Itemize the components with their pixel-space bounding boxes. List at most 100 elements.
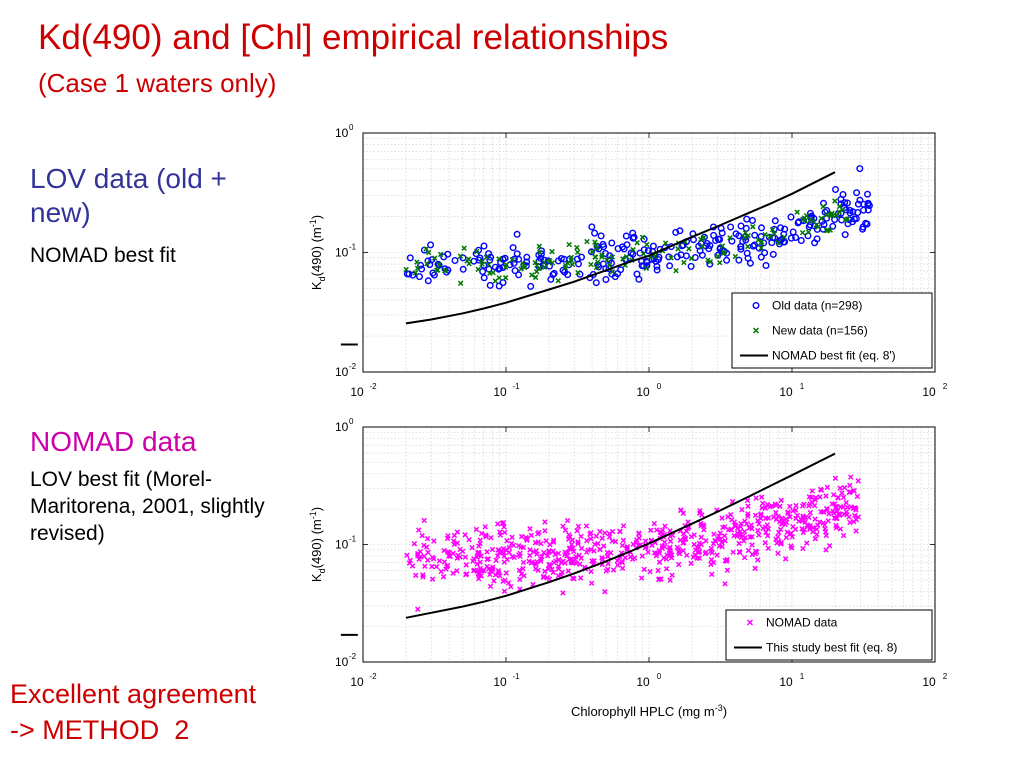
data-point xyxy=(800,545,806,552)
data-point xyxy=(855,478,861,484)
data-point xyxy=(714,552,720,558)
data-point xyxy=(666,262,674,270)
data-point xyxy=(551,559,557,566)
data-point xyxy=(653,266,661,274)
data-point xyxy=(578,555,584,561)
data-point xyxy=(698,520,704,527)
data-point xyxy=(466,536,472,543)
data-point xyxy=(800,513,807,520)
data-point xyxy=(528,560,534,566)
data-point xyxy=(577,561,583,567)
legend-box xyxy=(725,609,933,661)
data-point xyxy=(513,250,521,258)
data-point xyxy=(731,532,737,539)
data-point xyxy=(568,257,574,263)
data-point xyxy=(403,266,409,273)
data-point xyxy=(470,558,476,564)
data-point xyxy=(414,265,421,271)
data-point xyxy=(771,231,777,237)
data-point xyxy=(691,532,697,538)
data-point xyxy=(853,189,861,197)
legend-entry-label: NOMAD best fit (eq. 8') xyxy=(772,349,896,363)
data-point xyxy=(864,206,872,214)
data-point xyxy=(723,558,730,565)
y-axis-label-sub: d xyxy=(317,568,327,573)
data-point xyxy=(588,261,594,268)
x-tick-label-exponent: -1 xyxy=(512,382,520,391)
data-point xyxy=(775,550,781,557)
data-point xyxy=(854,200,862,208)
data-point xyxy=(606,530,613,537)
data-point xyxy=(511,267,519,275)
data-point xyxy=(432,255,438,261)
legend-entry-label: NOMAD data xyxy=(766,616,838,630)
data-point xyxy=(457,253,464,259)
data-point xyxy=(433,267,440,273)
data-point xyxy=(451,532,458,539)
data-point xyxy=(775,534,781,540)
y-tick-label-exponent: 0 xyxy=(349,417,354,426)
data-point xyxy=(424,544,430,550)
y-tick-label: 10 xyxy=(335,126,349,140)
data-point xyxy=(839,190,847,198)
data-point xyxy=(457,546,463,553)
fit-line xyxy=(405,171,836,325)
data-point xyxy=(675,246,681,252)
data-point xyxy=(575,260,583,268)
data-point xyxy=(609,538,616,544)
x-tick-label-exponent: -2 xyxy=(369,672,377,681)
data-point xyxy=(856,165,864,173)
data-point xyxy=(662,240,669,246)
data-point xyxy=(829,222,837,230)
y-axis-label-main: K xyxy=(309,281,324,290)
data-point xyxy=(847,482,853,489)
data-point xyxy=(584,537,590,544)
data-point xyxy=(431,556,437,562)
data-point xyxy=(694,555,701,561)
data-point xyxy=(599,252,605,258)
data-point xyxy=(737,245,745,253)
data-point xyxy=(543,538,549,544)
data-point xyxy=(789,534,795,540)
data-point xyxy=(442,267,449,274)
data-point xyxy=(414,550,421,557)
data-point xyxy=(495,265,503,273)
data-point xyxy=(826,542,833,549)
data-point xyxy=(636,535,642,541)
data-point xyxy=(799,503,806,509)
data-point xyxy=(723,256,731,264)
data-point xyxy=(518,266,524,272)
data-point xyxy=(678,507,684,514)
data-point xyxy=(413,572,419,579)
chart-nomad: 10 -2 10 -1 10 0 10 1 10 210 -210 -110 0Kd(490) (m-1… xyxy=(308,417,948,719)
data-point xyxy=(605,553,611,559)
data-point xyxy=(588,223,596,231)
data-point xyxy=(523,534,529,541)
data-point xyxy=(668,555,675,561)
data-point xyxy=(578,253,586,261)
x-tick-label: 10 xyxy=(350,385,364,399)
data-point xyxy=(817,494,823,500)
data-point xyxy=(517,576,523,583)
data-point xyxy=(685,519,691,525)
data-point xyxy=(676,550,683,557)
data-point xyxy=(592,279,600,287)
data-point xyxy=(555,278,561,284)
data-point xyxy=(622,232,630,240)
data-point xyxy=(591,229,599,237)
data-point xyxy=(837,485,843,491)
data-point xyxy=(528,532,535,539)
data-point xyxy=(527,526,533,532)
data-point xyxy=(609,528,616,535)
data-point xyxy=(589,249,595,255)
nomad-data-heading: NOMAD data xyxy=(30,426,197,457)
data-point xyxy=(620,523,627,529)
data-point xyxy=(742,230,749,236)
data-point xyxy=(509,553,516,560)
data-point xyxy=(823,212,830,218)
data-point xyxy=(821,522,828,528)
data-point xyxy=(738,520,744,527)
data-point xyxy=(520,565,526,572)
y-axis-label-rest: (490) (m xyxy=(309,519,324,568)
data-point xyxy=(532,259,538,266)
